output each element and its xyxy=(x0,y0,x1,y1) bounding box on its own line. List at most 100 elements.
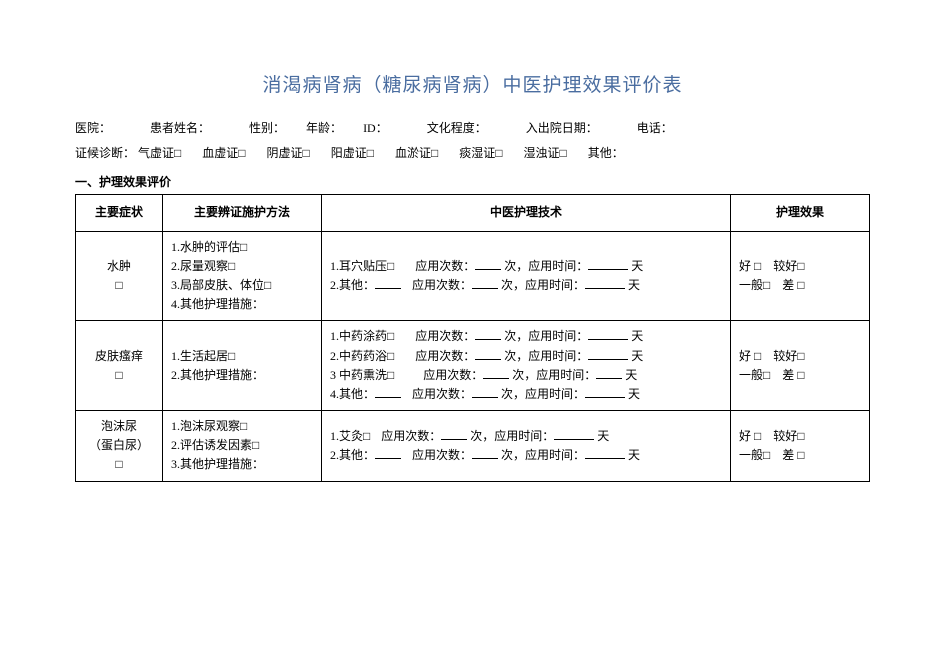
cell-tech: 1.艾灸□ 应用次数： 次，应用时间： 天 2.其他： 应用次数： 次，应用时间… xyxy=(322,411,731,482)
table-header-row: 主要症状 主要辨证施护方法 中医护理技术 护理效果 xyxy=(76,195,870,231)
section-1-header: 一、护理效果评价 xyxy=(75,173,870,190)
blank-underline xyxy=(475,257,501,269)
tech-line: 2.中药药浴□ 应用次数： 次，应用时间： 天 xyxy=(330,347,722,366)
tech-line: 1.艾灸□ 应用次数： 次，应用时间： 天 xyxy=(330,427,722,446)
method-item: 3.局部皮肤、体位□ xyxy=(171,276,313,295)
tech-tail2: 天 xyxy=(628,387,640,401)
label-gender: 性别： xyxy=(249,121,285,135)
cell-methods: 1.泡沫尿观察□ 2.评估诱发因素□ 3.其他护理措施： xyxy=(163,411,322,482)
blank-underline xyxy=(588,328,628,340)
result-line: 一般□ 差 □ xyxy=(739,366,861,385)
cell-tech: 1.中药涂药□ 应用次数： 次，应用时间： 天 2.中药药浴□ 应用次数： 次，… xyxy=(322,321,731,411)
col-header-symptom: 主要症状 xyxy=(76,195,163,231)
symptom-checkbox: □ xyxy=(84,455,154,474)
tech-pre: 1.耳穴贴压□ xyxy=(330,259,394,273)
symptom-text: 泡沫尿 xyxy=(84,417,154,436)
blank-underline xyxy=(375,385,401,397)
blank-underline xyxy=(475,347,501,359)
method-item: 1.水肿的评估□ xyxy=(171,238,313,257)
blank-underline xyxy=(472,385,498,397)
tech-tail1: 次，应用时间： xyxy=(512,368,596,382)
tech-tail1: 次，应用时间： xyxy=(504,259,588,273)
diagnosis-item: 阴虚证□ xyxy=(267,146,310,160)
label-hospital: 医院： xyxy=(75,121,111,135)
tech-line: 3 中药熏洗□ 应用次数： 次，应用时间： 天 xyxy=(330,366,722,385)
tech-pre: 2.其他： xyxy=(330,448,375,462)
tech-pre: 2.其他： xyxy=(330,278,375,292)
cell-result: 好 □ 较好□ 一般□ 差 □ xyxy=(731,321,870,411)
symptom-text: （蛋白尿） xyxy=(84,436,154,455)
blank-underline xyxy=(588,347,628,359)
method-item: 2.尿量观察□ xyxy=(171,257,313,276)
cell-result: 好 □ 较好□ 一般□ 差 □ xyxy=(731,231,870,321)
tech-tail2: 天 xyxy=(631,329,643,343)
blank-underline xyxy=(441,427,467,439)
tech-mid: 应用次数： xyxy=(412,387,472,401)
blank-underline xyxy=(472,277,498,289)
label-age: 年龄： xyxy=(306,121,342,135)
document-title: 消渴病肾病（糖尿病肾病）中医护理效果评价表 xyxy=(75,70,870,97)
cell-methods: 1.生活起居□ 2.其他护理措施： xyxy=(163,321,322,411)
method-item: 2.评估诱发因素□ xyxy=(171,436,313,455)
tech-tail2: 天 xyxy=(628,448,640,462)
tech-mid: 应用次数： xyxy=(415,329,475,343)
label-id: ID： xyxy=(363,121,388,135)
cell-result: 好 □ 较好□ 一般□ 差 □ xyxy=(731,411,870,482)
blank-underline xyxy=(585,385,625,397)
label-phone: 电话： xyxy=(637,121,673,135)
method-item: 2.其他护理措施： xyxy=(171,366,313,385)
symptom-text: 水肿 xyxy=(84,257,154,276)
result-line: 一般□ 差 □ xyxy=(739,276,861,295)
tech-mid: 应用次数： xyxy=(381,429,441,443)
tech-mid: 应用次数： xyxy=(412,278,472,292)
blank-underline xyxy=(588,257,628,269)
tech-mid: 应用次数： xyxy=(415,259,475,273)
symptom-checkbox: □ xyxy=(84,276,154,295)
table-row: 皮肤瘙痒 □ 1.生活起居□ 2.其他护理措施： 1.中药涂药□ 应用次数： 次… xyxy=(76,321,870,411)
tech-mid: 应用次数： xyxy=(423,368,483,382)
col-header-result: 护理效果 xyxy=(731,195,870,231)
blank-underline xyxy=(375,277,401,289)
tech-line: 1.耳穴贴压□ 应用次数： 次，应用时间： 天 xyxy=(330,257,722,276)
result-line: 好 □ 较好□ xyxy=(739,257,861,276)
label-patient-name: 患者姓名： xyxy=(150,121,210,135)
tech-tail1: 次，应用时间： xyxy=(504,349,588,363)
tech-tail2: 天 xyxy=(631,349,643,363)
blank-underline xyxy=(585,446,625,458)
tech-pre: 3 中药熏洗□ xyxy=(330,368,394,382)
diagnosis-item: 湿浊证□ xyxy=(524,146,567,160)
blank-underline xyxy=(472,446,498,458)
tech-tail1: 次，应用时间： xyxy=(470,429,554,443)
blank-underline xyxy=(554,427,594,439)
tech-tail2: 天 xyxy=(625,368,637,382)
blank-underline xyxy=(585,277,625,289)
cell-symptom: 水肿 □ xyxy=(76,231,163,321)
tech-pre: 1.中药涂药□ xyxy=(330,329,394,343)
tech-tail2: 天 xyxy=(631,259,643,273)
diagnosis-prefix: 证候诊断： xyxy=(75,146,135,160)
table-row: 泡沫尿 （蛋白尿） □ 1.泡沫尿观察□ 2.评估诱发因素□ 3.其他护理措施：… xyxy=(76,411,870,482)
table-body: 水肿 □ 1.水肿的评估□ 2.尿量观察□ 3.局部皮肤、体位□ 4.其他护理措… xyxy=(76,231,870,481)
symptom-checkbox: □ xyxy=(84,366,154,385)
label-edu: 文化程度： xyxy=(427,121,487,135)
tech-pre: 4.其他： xyxy=(330,387,375,401)
diagnosis-line: 证候诊断： 气虚证□ 血虚证□ 阴虚证□ 阳虚证□ 血淤证□ 痰湿证□ 湿浊证□… xyxy=(75,144,870,163)
tech-tail1: 次，应用时间： xyxy=(501,278,585,292)
blank-underline xyxy=(483,366,509,378)
tech-tail1: 次，应用时间： xyxy=(501,448,585,462)
table-row: 水肿 □ 1.水肿的评估□ 2.尿量观察□ 3.局部皮肤、体位□ 4.其他护理措… xyxy=(76,231,870,321)
tech-tail2: 天 xyxy=(628,278,640,292)
tech-tail1: 次，应用时间： xyxy=(504,329,588,343)
tech-tail1: 次，应用时间： xyxy=(501,387,585,401)
blank-underline xyxy=(475,328,501,340)
tech-mid: 应用次数： xyxy=(412,448,472,462)
col-header-method: 主要辨证施护方法 xyxy=(163,195,322,231)
result-line: 好 □ 较好□ xyxy=(739,347,861,366)
tech-line: 1.中药涂药□ 应用次数： 次，应用时间： 天 xyxy=(330,327,722,346)
tech-tail2: 天 xyxy=(597,429,609,443)
diagnosis-item: 气虚证□ xyxy=(138,146,181,160)
blank-underline xyxy=(596,366,622,378)
result-line: 好 □ 较好□ xyxy=(739,427,861,446)
label-admit: 入出院日期： xyxy=(526,121,598,135)
cell-tech: 1.耳穴贴压□ 应用次数： 次，应用时间： 天 2.其他： 应用次数： 次，应用… xyxy=(322,231,731,321)
